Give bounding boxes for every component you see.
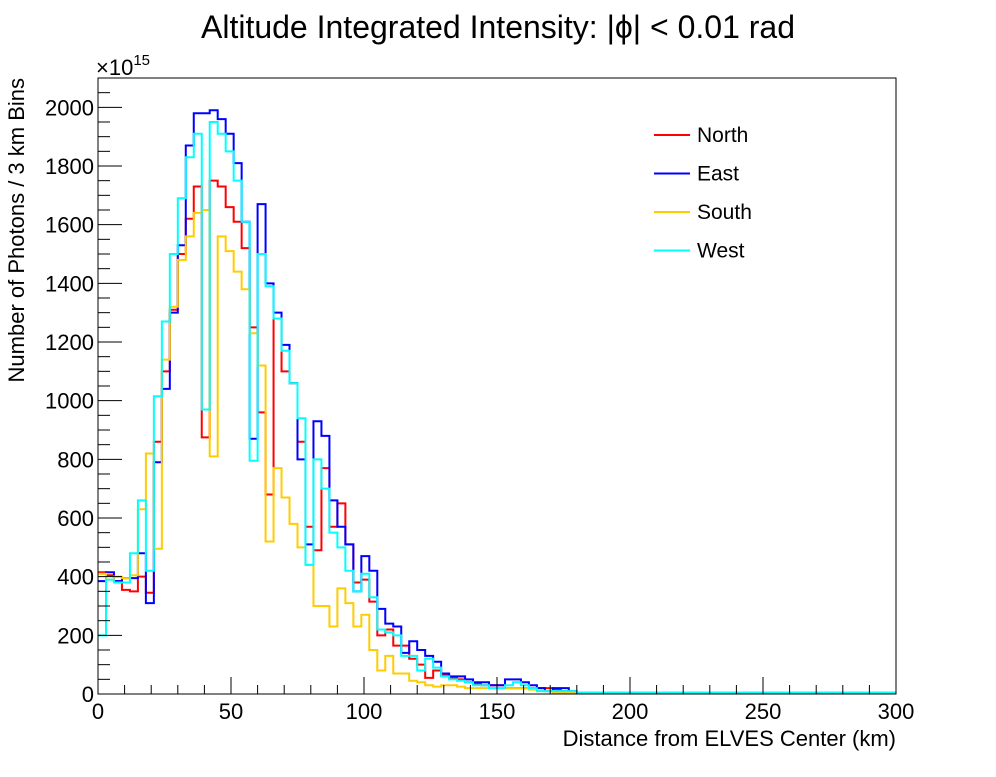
series-line-west bbox=[98, 121, 896, 694]
y-tick-label: 0 bbox=[82, 682, 94, 707]
y-tick-label: 600 bbox=[57, 506, 94, 531]
y-tick-label: 1000 bbox=[45, 389, 94, 414]
x-tick-label: 250 bbox=[745, 699, 782, 724]
legend-entry-east: East bbox=[654, 163, 739, 186]
x-axis-label: Distance from ELVES Center (km) bbox=[563, 726, 896, 751]
y-tick-label: 1800 bbox=[45, 154, 94, 179]
y-tick-label: 1400 bbox=[45, 271, 94, 296]
y-tick-label: 400 bbox=[57, 565, 94, 590]
y-tick-label: 800 bbox=[57, 447, 94, 472]
y-exponent-power: 15 bbox=[133, 52, 150, 69]
chart-title: Altitude Integrated Intensity: |ϕ| < 0.0… bbox=[201, 9, 795, 45]
x-tick-label: 200 bbox=[612, 699, 649, 724]
legend-label: South bbox=[697, 201, 752, 224]
y-exponent-label: ×1015 bbox=[96, 52, 150, 80]
legend-label: North bbox=[697, 124, 748, 147]
x-tick-label: 100 bbox=[346, 699, 383, 724]
plot-area bbox=[98, 109, 896, 694]
legend-label: East bbox=[697, 163, 739, 186]
y-tick-label: 2000 bbox=[45, 95, 94, 120]
y-tick-label: 1200 bbox=[45, 330, 94, 355]
legend: North East South West bbox=[654, 124, 752, 263]
y-tick-label: 1600 bbox=[45, 213, 94, 238]
legend-label: West bbox=[697, 240, 745, 263]
x-tick-label: 0 bbox=[92, 699, 104, 724]
y-exponent-base: ×10 bbox=[96, 55, 133, 80]
axes: 0 50 100 150 200 250 300 0 200 400 600 800 1000 1200 1… bbox=[45, 77, 915, 724]
x-tick-label: 150 bbox=[479, 699, 516, 724]
x-tick-label: 300 bbox=[878, 699, 915, 724]
legend-entry-west: West bbox=[654, 240, 745, 263]
y-axis-label: Number of Photons / 3 km Bins bbox=[4, 78, 29, 382]
legend-entry-north: North bbox=[654, 124, 748, 147]
y-tick-label: 200 bbox=[57, 623, 94, 648]
legend-entry-south: South bbox=[654, 201, 752, 224]
x-tick-label: 50 bbox=[219, 699, 243, 724]
